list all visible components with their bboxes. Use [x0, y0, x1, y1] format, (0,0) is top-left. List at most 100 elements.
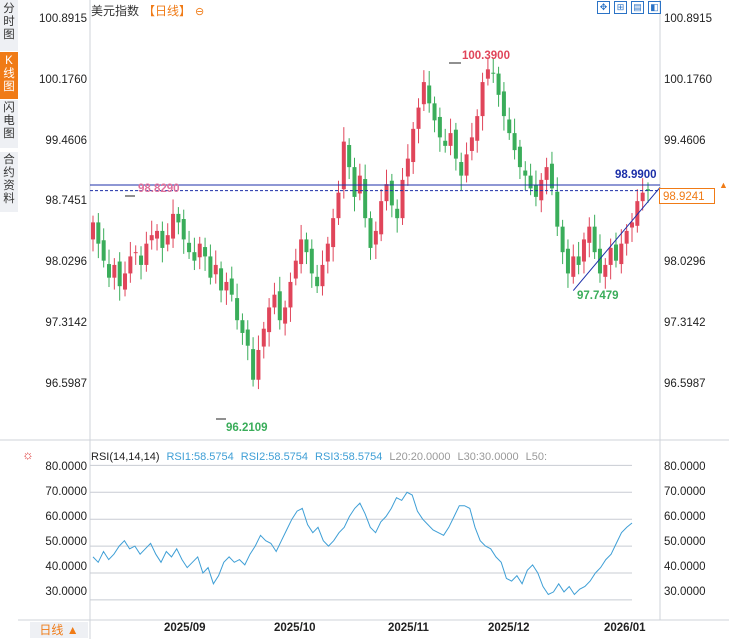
candle — [549, 163, 554, 189]
candle — [197, 243, 202, 258]
rsi-line — [92, 491, 633, 596]
rsi-tick-label: 40.0000 — [664, 561, 706, 573]
candle — [149, 235, 154, 241]
rsi-tick-label: 60.0000 — [45, 511, 87, 523]
candle — [496, 73, 501, 95]
chart-type-tabs: 分时图 K线图 闪电图 合约资料 — [0, 0, 18, 230]
candle — [128, 256, 133, 274]
candle — [443, 140, 448, 146]
candle — [512, 133, 517, 151]
candle — [309, 248, 314, 274]
candle — [453, 129, 458, 159]
candle — [272, 294, 277, 308]
overlay: 100.3900 96.2109 98.8290 97.7479 98.9900 — [90, 50, 661, 434]
candle — [608, 247, 613, 265]
candle — [288, 281, 293, 308]
tab-kline[interactable]: K线图 — [0, 52, 18, 100]
candle — [379, 201, 384, 235]
candle — [101, 240, 106, 261]
current-price-tag: 98.9241 — [659, 188, 715, 204]
candle — [507, 119, 512, 134]
x-tick-label: 2025/10 — [274, 622, 316, 634]
candle — [560, 226, 565, 253]
candle — [133, 252, 138, 254]
candle — [523, 170, 528, 176]
candle — [171, 213, 176, 239]
candle — [144, 243, 149, 265]
candle — [592, 226, 597, 253]
candle — [389, 180, 394, 206]
candle — [155, 230, 160, 239]
x-tick-label: 2025/11 — [388, 622, 429, 634]
tab-flash[interactable]: 闪电图 — [0, 100, 18, 149]
candle — [464, 154, 469, 176]
candles — [91, 57, 650, 390]
candle — [320, 264, 325, 287]
recent-low-label: 97.7479 — [577, 290, 619, 302]
rsi-tick-label: 40.0000 — [45, 561, 87, 573]
candle — [139, 255, 144, 265]
rsi-tick-label: 70.0000 — [45, 486, 87, 498]
rsi-name[interactable]: RSI(14,14,14) — [91, 451, 160, 463]
candle — [646, 189, 650, 191]
mark-label: 98.8290 — [138, 183, 180, 195]
candle — [363, 179, 368, 219]
y-tick-label: 97.3142 — [664, 317, 706, 329]
candle — [251, 349, 256, 380]
candle — [341, 141, 346, 190]
candle — [347, 145, 352, 168]
l30-value: L30:30.0000 — [457, 451, 519, 463]
y-tick-label: 98.0296 — [664, 256, 706, 268]
settings-sun-icon[interactable]: ☼ — [22, 447, 34, 462]
rsi-header: RSI(14,14,14) RSI1:58.5754 RSI2:58.5754 RSI… — [91, 451, 554, 463]
candle — [112, 264, 117, 278]
candle — [416, 107, 421, 129]
indicator-icon[interactable]: ▤ — [631, 1, 644, 14]
hline-label: 98.9900 — [615, 169, 657, 181]
candle — [517, 146, 522, 168]
tab-time-share[interactable]: 分时图 — [0, 0, 18, 52]
y-tick-label: 99.4606 — [664, 135, 706, 147]
rsi-tick-label: 50.0000 — [45, 536, 87, 548]
candle — [315, 276, 320, 287]
l50-value: L50: — [525, 451, 548, 463]
candle — [544, 167, 549, 180]
candle — [629, 222, 634, 228]
x-tick-label: 2026/01 — [604, 622, 646, 634]
candle — [235, 298, 240, 321]
candle — [475, 116, 480, 141]
collapse-icon[interactable]: ⊖ — [195, 6, 205, 18]
tab-contract-info[interactable]: 合约资料 — [0, 152, 18, 213]
candle — [528, 175, 533, 189]
candle — [571, 256, 576, 277]
tab-label: K线图 — [3, 55, 15, 93]
y-tick-label: 99.4606 — [45, 135, 87, 147]
candle — [176, 213, 181, 223]
period-label[interactable]: 【日线】 — [143, 4, 192, 18]
rsi-tick-label: 50.0000 — [664, 536, 706, 548]
candle — [565, 248, 570, 274]
period-selector[interactable]: 日线 ▲ — [30, 622, 88, 638]
y-tick-label: 98.0296 — [45, 256, 87, 268]
candle — [187, 242, 192, 253]
x-tick-label: 2025/09 — [164, 622, 206, 634]
y-tick-label: 100.1760 — [664, 74, 712, 86]
rsi-tick-label: 80.0000 — [664, 461, 706, 473]
candle — [181, 219, 186, 240]
candle — [597, 248, 602, 274]
l20-value: L20:20.0000 — [389, 451, 451, 463]
fullscreen-icon[interactable]: ✥ — [597, 1, 610, 14]
candle — [208, 256, 213, 278]
candle — [411, 128, 416, 163]
back-icon[interactable]: ◧ — [648, 1, 661, 14]
move-icon[interactable]: ⊞ — [614, 1, 627, 14]
candle — [587, 226, 592, 243]
x-tick-label: 2025/12 — [488, 622, 530, 634]
y-tick-label: 96.5987 — [664, 378, 706, 390]
candle — [400, 179, 405, 219]
candle — [165, 235, 170, 245]
rsi3-value: RSI3:58.5754 — [315, 451, 383, 463]
low-label: 96.2109 — [226, 422, 268, 434]
